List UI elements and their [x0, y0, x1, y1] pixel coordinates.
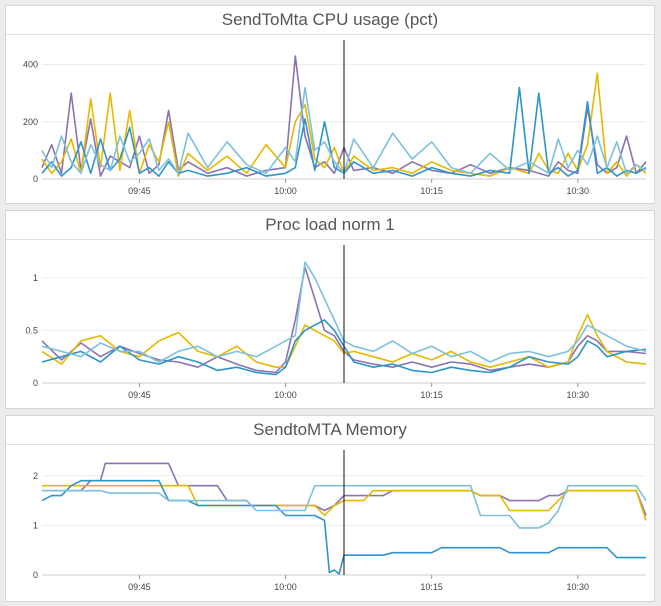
y-tick-label: 0.5 — [25, 325, 38, 335]
series-line-2 — [41, 319, 647, 376]
x-tick-label: 09:45 — [128, 186, 151, 196]
x-tick-label: 10:15 — [420, 582, 443, 592]
x-tick-label: 10:00 — [274, 390, 297, 400]
memory-panel: SendtoMTA Memory 0 1 2 09:45 10:00 10:15 10:30 — [5, 415, 655, 602]
y-tick-label: 200 — [23, 117, 38, 127]
series-line-1 — [42, 484, 647, 521]
y-tick-label: 400 — [23, 60, 38, 70]
cpu-usage-chart: 0 200 400 09:45 10:00 10:15 10:30 — [23, 40, 647, 196]
series-line-2 — [41, 479, 646, 575]
series-line-3 — [42, 484, 647, 529]
x-tick-label: 10:15 — [420, 390, 443, 400]
y-tick-label: 1 — [33, 520, 38, 530]
x-tick-label: 10:30 — [567, 186, 590, 196]
x-tick-label: 09:45 — [128, 582, 151, 592]
y-tick-label: 1 — [33, 273, 38, 283]
x-tick-label: 10:30 — [567, 390, 590, 400]
x-tick-label: 10:00 — [274, 186, 297, 196]
series-line-1 — [41, 313, 647, 368]
proc-load-panel: Proc load norm 1 0 0.5 1 09:45 10:00 10:15 10:… — [5, 210, 655, 409]
cpu-usage-panel: SendToMta CPU usage (pct) 0 200 400 09:45 10… — [5, 5, 655, 204]
series-line-1 — [41, 72, 647, 177]
panel-title: SendtoMTA Memory — [6, 416, 654, 445]
x-tick-label: 10:00 — [274, 582, 297, 592]
x-tick-label: 10:30 — [567, 582, 590, 592]
series-line-3 — [41, 86, 647, 175]
y-tick-label: 0 — [33, 174, 38, 184]
series-line-2 — [41, 86, 647, 177]
panel-title: Proc load norm 1 — [6, 211, 654, 240]
y-tick-label: 2 — [33, 471, 38, 481]
series-line-3 — [41, 261, 647, 363]
x-tick-label: 10:15 — [420, 186, 443, 196]
x-tick-label: 09:45 — [128, 390, 151, 400]
memory-chart: 0 1 2 09:45 10:00 10:15 10:30 — [33, 450, 647, 592]
y-tick-label: 0 — [33, 570, 38, 580]
proc-load-chart: 0 0.5 1 09:45 10:00 10:15 10:30 — [25, 245, 647, 400]
y-tick-label: 0 — [33, 378, 38, 388]
panel-title: SendToMta CPU usage (pct) — [6, 6, 654, 35]
